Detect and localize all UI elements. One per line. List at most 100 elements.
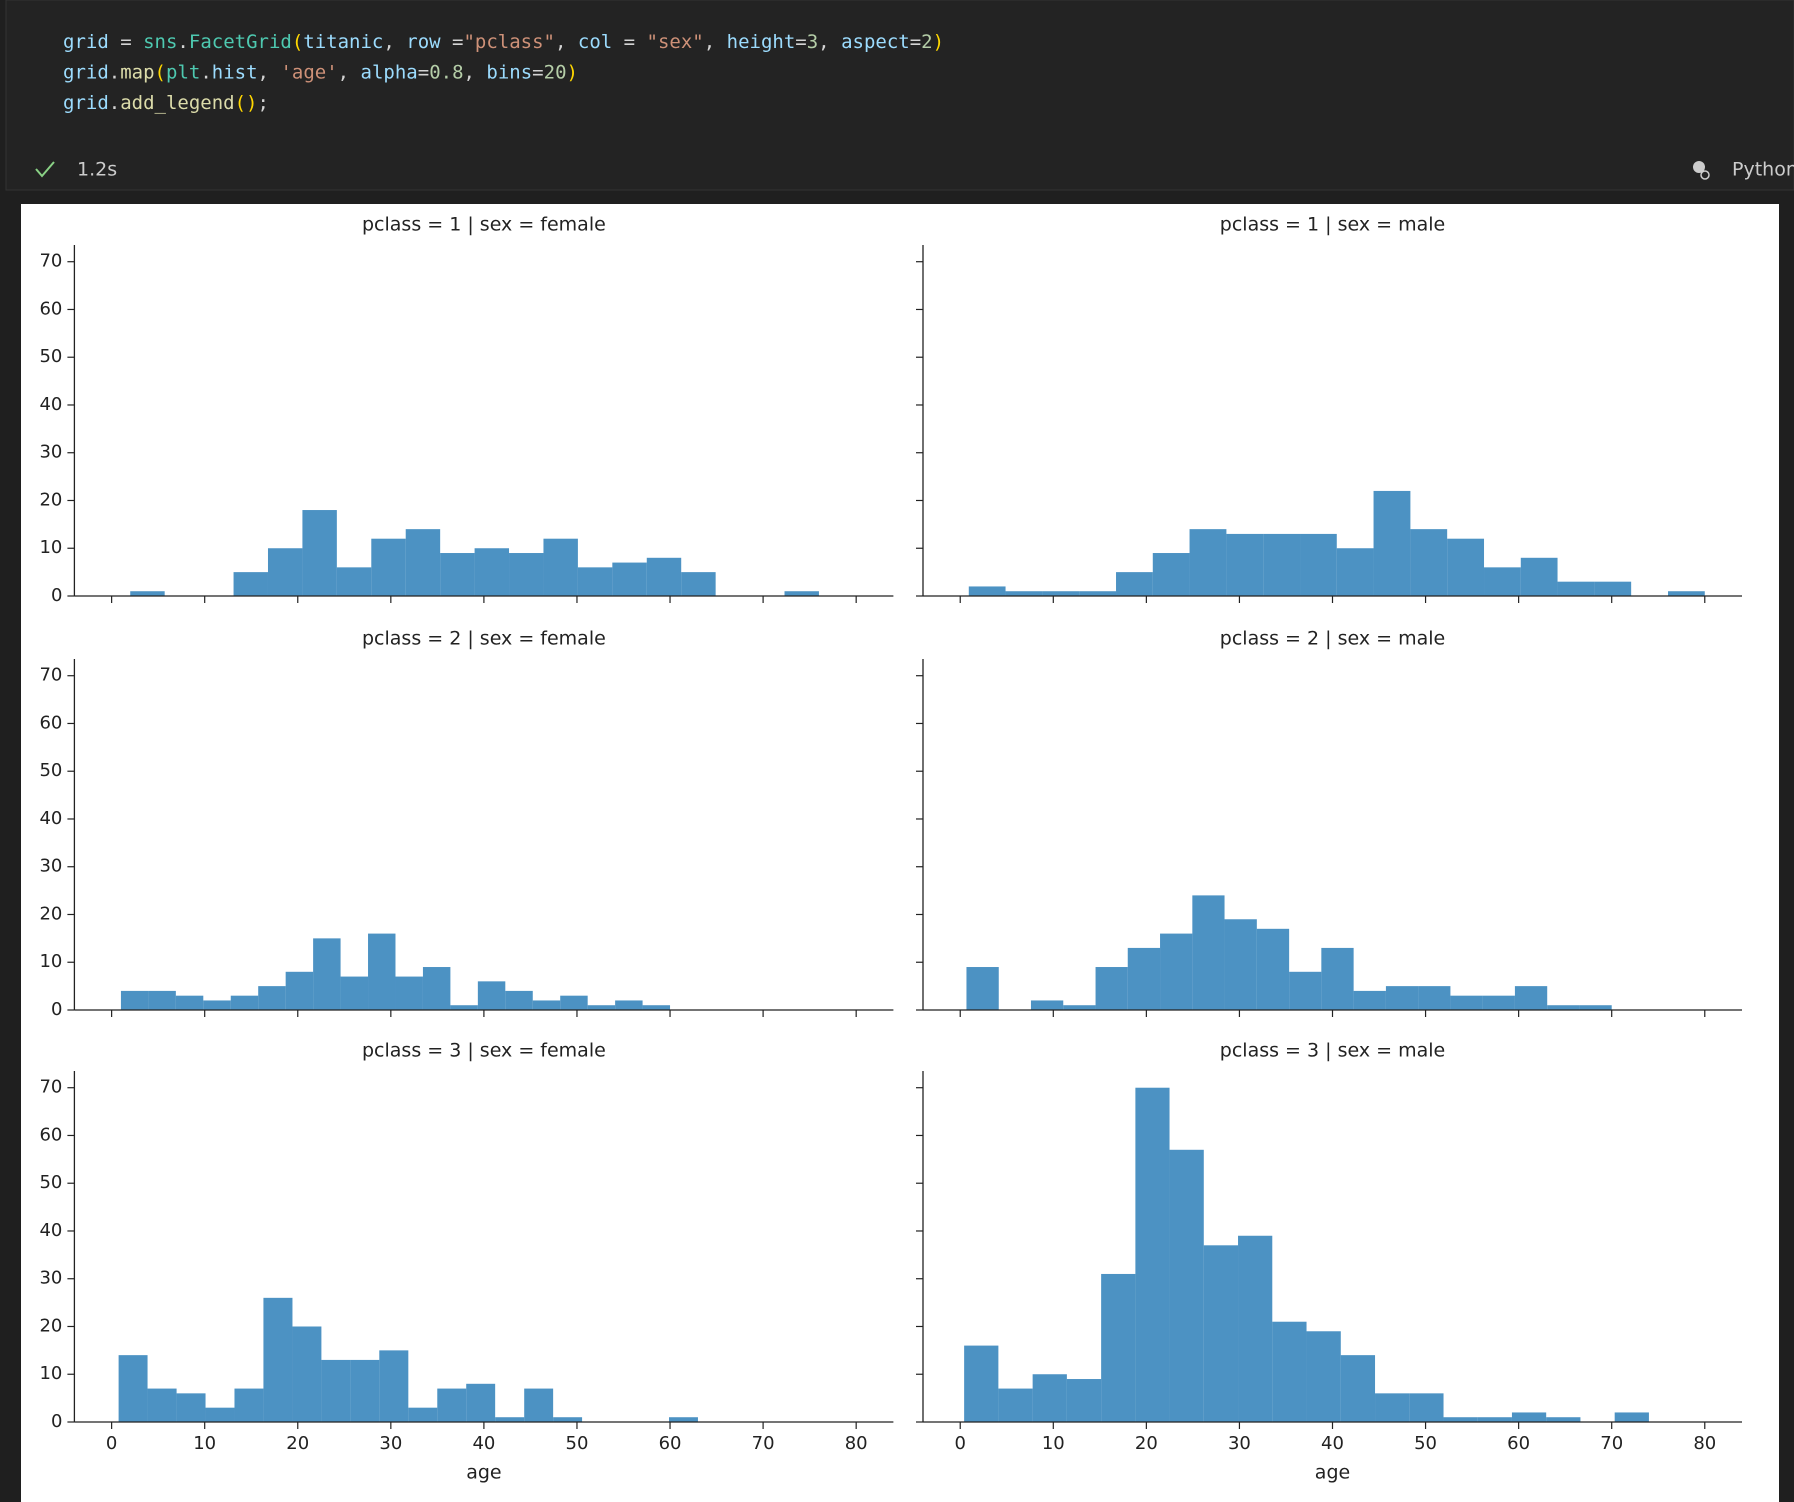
- y-tick-label: 40: [39, 394, 62, 415]
- bar: [1289, 971, 1322, 1010]
- bar: [1101, 1273, 1136, 1422]
- bar: [1005, 591, 1043, 596]
- x-axis-label: age: [466, 1462, 501, 1484]
- code-token: 3: [807, 31, 818, 53]
- code-cell: [5, 0, 1794, 191]
- x-tick-label: 10: [193, 1433, 216, 1454]
- code-token: =: [910, 31, 921, 53]
- bar: [966, 967, 999, 1010]
- bar: [968, 586, 1006, 596]
- y-tick-label: 30: [39, 1268, 62, 1289]
- bar: [302, 510, 337, 596]
- code-token: =: [532, 61, 543, 83]
- x-tick-label: 80: [1693, 1433, 1716, 1454]
- y-tick-label: 20: [39, 1315, 62, 1336]
- code-line: grid.add_legend();: [63, 92, 269, 114]
- y-tick-label: 60: [39, 298, 62, 319]
- x-tick-label: 60: [1507, 1433, 1530, 1454]
- bar: [313, 938, 341, 1010]
- bar: [543, 538, 578, 596]
- code-token: =: [612, 31, 646, 53]
- facet-title: pclass = 3 | sex = male: [1220, 1040, 1445, 1062]
- bar: [1135, 1087, 1170, 1422]
- bar: [587, 1005, 616, 1010]
- y-tick-label: 70: [39, 665, 62, 686]
- bar: [964, 1345, 999, 1422]
- bar: [1321, 947, 1354, 1010]
- code-token: (: [292, 31, 303, 53]
- bar: [1410, 529, 1448, 596]
- bar: [524, 1388, 554, 1422]
- bar: [1160, 933, 1193, 1010]
- code-token: .: [109, 61, 120, 83]
- x-tick-label: 40: [472, 1433, 495, 1454]
- facet-title: pclass = 3 | sex = female: [362, 1040, 606, 1062]
- code-token: ,: [818, 31, 841, 53]
- bar: [408, 1407, 438, 1422]
- bar: [615, 1000, 643, 1010]
- x-tick-label: 60: [659, 1433, 682, 1454]
- y-tick-label: 50: [39, 760, 62, 781]
- kernel-name[interactable]: Python: [1732, 159, 1794, 181]
- x-axis-label: age: [1315, 1462, 1350, 1484]
- output-area: [21, 204, 1779, 1502]
- bar: [1511, 1412, 1547, 1422]
- code-token: =: [418, 61, 429, 83]
- bar: [505, 990, 533, 1010]
- code-token: =: [441, 31, 464, 53]
- bar: [148, 990, 176, 1010]
- code-token: ,: [555, 31, 578, 53]
- bar: [1032, 1374, 1067, 1422]
- bar: [1409, 1393, 1444, 1422]
- bar: [1030, 1000, 1064, 1010]
- code-token: titanic: [303, 31, 383, 53]
- bar: [553, 1417, 583, 1422]
- success-icon: [35, 161, 55, 178]
- bar: [205, 1407, 235, 1422]
- bar: [1514, 986, 1548, 1010]
- y-tick-label: 60: [39, 712, 62, 733]
- code-token: 'age': [280, 61, 337, 83]
- x-tick-label: 70: [1600, 1433, 1623, 1454]
- bar: [1594, 581, 1632, 596]
- code-token: .: [200, 61, 211, 83]
- bar: [1477, 1417, 1512, 1422]
- code-token: ,: [383, 31, 406, 53]
- code-token: .: [109, 92, 120, 114]
- bar: [1203, 1245, 1239, 1422]
- code-token: alpha: [361, 61, 418, 83]
- code-token: FacetGrid: [189, 31, 292, 53]
- bar: [336, 567, 372, 596]
- x-tick-label: 40: [1321, 1433, 1344, 1454]
- x-tick-label: 50: [1414, 1433, 1437, 1454]
- bar: [1385, 986, 1419, 1010]
- bar: [1238, 1235, 1273, 1422]
- code-token: =: [109, 31, 143, 53]
- x-tick-label: 0: [955, 1433, 966, 1454]
- y-tick-label: 20: [39, 903, 62, 924]
- bar: [1263, 533, 1301, 596]
- code-token: ): [933, 31, 944, 53]
- code-token: bins: [486, 61, 532, 83]
- bar: [118, 1355, 148, 1422]
- x-tick-label: 70: [752, 1433, 775, 1454]
- y-tick-label: 50: [39, 1172, 62, 1193]
- facet-title: pclass = 1 | sex = male: [1220, 214, 1445, 236]
- facet: pclass = 3 | sex = female 0 10 20 30 40 50 60 70…: [39, 1040, 894, 1484]
- bar: [1450, 995, 1483, 1010]
- code-line: grid.map(plt.hist, 'age', alpha=0.8, bin…: [63, 61, 578, 83]
- y-tick-label: 60: [39, 1124, 62, 1145]
- bar: [175, 995, 204, 1010]
- y-tick-label: 30: [39, 856, 62, 877]
- bar: [1353, 990, 1386, 1010]
- code-token: 0.8: [429, 61, 463, 83]
- code-token: ): [567, 61, 578, 83]
- bar: [532, 1000, 561, 1010]
- facet: pclass = 1 | sex = female 0 10 20 30 40 50 60 70: [39, 214, 894, 606]
- bar: [437, 1388, 467, 1422]
- bar: [577, 567, 613, 596]
- bar: [1447, 538, 1485, 596]
- bar: [1300, 533, 1337, 596]
